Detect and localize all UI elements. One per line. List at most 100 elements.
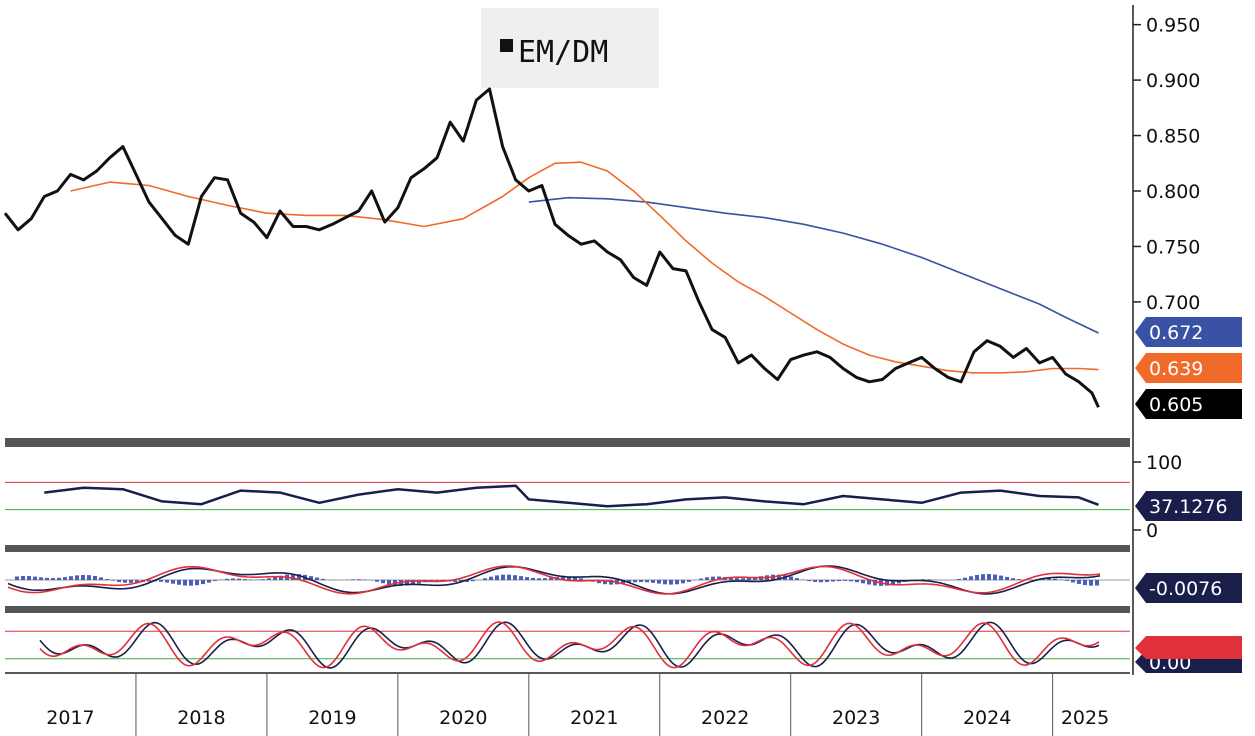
x-tick-label: 2021 <box>570 707 618 729</box>
macd-histogram-bar <box>651 580 655 583</box>
macd-histogram-bar <box>135 580 139 583</box>
macd-histogram-bar <box>21 575 25 580</box>
macd-histogram-bar <box>51 578 55 580</box>
macd-histogram-bar <box>837 580 841 582</box>
macd-histogram-bar <box>297 574 301 580</box>
macd-histogram-bar <box>183 580 187 586</box>
macd-histogram-bar <box>825 580 829 582</box>
x-tick-label: 2025 <box>1061 707 1109 729</box>
macd-histogram-bar <box>741 578 745 580</box>
macd-histogram-bar <box>531 577 535 580</box>
price-series-line-2 <box>528 196 1099 334</box>
macd-histogram-bar <box>81 574 85 580</box>
macd-histogram-bar <box>411 580 415 585</box>
macd-histogram-bar <box>861 580 865 584</box>
macd-histogram-bar <box>225 578 229 580</box>
macd-histogram-bar <box>111 580 115 581</box>
macd-histogram-bar <box>1071 580 1075 583</box>
macd-histogram-bar <box>231 578 235 580</box>
price-tag-label: 0.639 <box>1149 358 1203 380</box>
macd-histogram-bar <box>891 580 895 585</box>
macd-histogram-bar <box>201 580 205 585</box>
macd-series-line <box>7 565 1101 595</box>
x-tick-label: 2023 <box>832 707 880 729</box>
macd-histogram-bar <box>1089 580 1093 586</box>
macd-histogram-bar <box>405 580 409 586</box>
x-tick-label: 2024 <box>963 707 1011 729</box>
macd-histogram-bar <box>969 576 973 580</box>
macd-histogram-bar <box>261 579 265 580</box>
rsi-tick-label: 100 <box>1146 452 1182 474</box>
macd-histogram-bar <box>237 578 241 580</box>
macd-histogram-bar <box>375 580 379 582</box>
macd-series-line <box>7 565 1101 595</box>
x-tick-label: 2018 <box>177 707 225 729</box>
macd-histogram-bar <box>897 580 901 584</box>
legend-label: EM/DM <box>518 35 608 70</box>
macd-histogram-bar <box>885 580 889 586</box>
separator-3[interactable] <box>5 606 1130 613</box>
macd-histogram-bar <box>807 580 811 582</box>
macd-histogram-bar <box>921 579 925 580</box>
macd-histogram-bar <box>1083 580 1087 586</box>
macd-histogram-bar <box>855 580 859 583</box>
macd-histogram-bar <box>549 577 553 580</box>
x-tick-label: 2017 <box>46 707 94 729</box>
macd-histogram-bar <box>213 580 217 582</box>
macd-tag-label: -0.0076 <box>1149 578 1222 600</box>
macd-histogram-bar <box>87 575 91 580</box>
macd-histogram-bar <box>927 579 931 580</box>
macd-histogram-bar <box>123 580 127 583</box>
price-series <box>3 87 1100 408</box>
macd-histogram-bar <box>525 577 529 580</box>
macd-histogram-bar <box>147 580 151 582</box>
macd-histogram-bar <box>45 577 49 580</box>
legend[interactable]: EM/DM <box>481 8 659 88</box>
macd-histogram-bar <box>177 580 181 585</box>
macd-histogram-bar <box>465 580 469 582</box>
macd-histogram-bar <box>1005 576 1009 580</box>
price-tag-label: 0.605 <box>1149 394 1203 416</box>
macd-histogram-bar <box>579 578 583 580</box>
stochastic-tag <box>1135 636 1242 659</box>
macd-histogram-bar <box>165 580 169 583</box>
macd-histogram-bar <box>573 577 577 580</box>
price-series-line-0 <box>3 87 1100 408</box>
y-tick-label: 0.800 <box>1146 181 1200 203</box>
macd-histogram-bar <box>357 579 361 580</box>
macd-histogram-bar <box>315 577 319 580</box>
macd-histogram-bar <box>471 580 475 582</box>
macd-histogram-bar <box>831 580 835 582</box>
x-tick-label: 2020 <box>439 707 487 729</box>
macd-histogram-bar <box>1047 578 1051 580</box>
y-tick-label: 0.700 <box>1146 292 1200 314</box>
rsi-tick-label: 0 <box>1146 520 1158 542</box>
macd-histogram-bar <box>993 574 997 580</box>
macd-tag <box>1135 573 1242 603</box>
price-tag-label: 0.672 <box>1149 322 1203 344</box>
rsi-tag-label: 37.1276 <box>1149 496 1228 518</box>
macd-histogram-bar <box>33 576 37 580</box>
macd-histogram-bar <box>711 576 715 580</box>
macd-histogram-bar <box>657 580 661 584</box>
macd-histogram-bar <box>195 580 199 586</box>
macd-histogram-bar <box>735 578 739 580</box>
macd-histogram-bar <box>699 578 703 580</box>
macd-histogram-bar <box>1095 580 1099 586</box>
y-tick-label: 0.950 <box>1146 15 1200 37</box>
price-tags: 0.672 0.639 0.605 <box>1135 317 1242 419</box>
macd-histogram-bar <box>1017 579 1021 580</box>
macd-histogram-bar <box>279 575 283 580</box>
macd-panel: -0.0076 <box>5 565 1242 603</box>
macd-histogram-bar <box>669 580 673 585</box>
macd-histogram-bar <box>975 575 979 580</box>
macd-histogram-bar <box>717 576 721 580</box>
macd-histogram-bar <box>849 580 853 582</box>
stochastic-series-line <box>39 621 1100 669</box>
macd-histogram-bar <box>603 580 607 585</box>
separator-1[interactable] <box>5 438 1130 447</box>
separator-2[interactable] <box>5 545 1130 552</box>
macd-histogram-bar <box>99 577 103 580</box>
macd-histogram-bar <box>381 580 385 584</box>
